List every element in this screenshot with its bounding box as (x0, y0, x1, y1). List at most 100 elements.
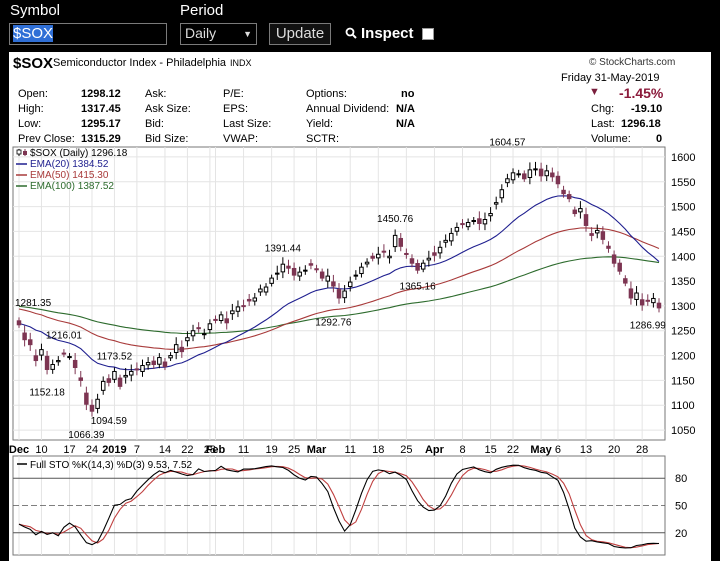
candle-body (398, 237, 403, 247)
price-annotation: 1152.18 (29, 387, 65, 398)
candle-body (454, 226, 460, 232)
legend-candle-icon (23, 151, 27, 155)
inspect-toggle-label[interactable]: Inspect (345, 25, 414, 42)
candle-body (522, 173, 527, 180)
price-tick-label: 1450 (671, 226, 695, 238)
x-tick-label: May (530, 444, 552, 456)
legend-candle-icon (16, 149, 22, 155)
candle-body (482, 219, 488, 225)
update-button[interactable]: Update (269, 23, 331, 45)
candle-body (651, 297, 656, 304)
x-tick-label: 18 (372, 444, 384, 456)
candle-body (319, 271, 325, 279)
candle-body (151, 360, 156, 366)
candle-body (16, 320, 22, 326)
x-tick-label: 25 (400, 444, 412, 456)
candle-body (370, 255, 375, 259)
symbol-input[interactable]: $SOX (9, 23, 167, 45)
candle-body (297, 271, 302, 277)
candle-body (376, 253, 381, 259)
candle-body (634, 292, 639, 300)
period-select[interactable]: Daily ▼ (180, 23, 257, 45)
price-annotation: 1292.76 (315, 318, 352, 329)
candle-body (449, 232, 454, 242)
candle-body (533, 168, 538, 171)
candle-body (325, 275, 331, 282)
candle-body (415, 263, 420, 271)
candle-body (117, 377, 123, 387)
last-value: 1296.18 (621, 118, 661, 130)
price-annotation: 1094.59 (91, 416, 128, 427)
candle-body (555, 175, 561, 185)
candle-body (611, 254, 617, 264)
eps-label: EPS: (223, 103, 249, 115)
chg-label: Chg: (591, 103, 615, 115)
last-label: Last: (591, 118, 615, 130)
price-tick-label: 1100 (671, 400, 695, 412)
symbol-input-value: $SOX (13, 25, 54, 42)
candle-body (157, 357, 162, 365)
candle-body (432, 252, 437, 256)
price-tick-label: 1500 (671, 202, 695, 214)
legend-entry: $SOX (Daily) 1296.18 (30, 148, 128, 159)
candle-body (595, 229, 600, 234)
price-annotation: 1391.44 (265, 244, 302, 255)
candle-body (224, 318, 229, 324)
candle-body (550, 172, 555, 178)
candle-body (112, 370, 117, 380)
candle-body (190, 330, 196, 337)
ask-label: Ask: (145, 88, 167, 100)
candle-body (314, 268, 319, 271)
candle-body (471, 219, 476, 222)
candle-body (404, 252, 409, 255)
ema-100-line (18, 256, 660, 335)
sto-tick-label: 80 (675, 473, 687, 485)
header-exchange: INDX (230, 58, 252, 68)
candle-body (72, 359, 78, 368)
candle-body (460, 223, 465, 226)
candle-body (123, 374, 128, 378)
candle-body (269, 277, 274, 284)
candle-body (645, 299, 651, 302)
price-tick-label: 1550 (671, 177, 695, 189)
x-tick-label: 28 (636, 444, 648, 456)
x-tick-label: 14 (159, 444, 171, 456)
x-tick-label: 6 (555, 444, 561, 456)
candle-body (246, 298, 252, 302)
candle-body (78, 377, 83, 381)
candle-body (179, 346, 185, 353)
candle-body (499, 189, 505, 199)
candle-body (538, 168, 544, 177)
candle-body (623, 278, 628, 284)
high-label: High: (18, 103, 44, 115)
x-tick-label: 28 (204, 444, 216, 456)
candle-body (33, 355, 39, 362)
candle-body (578, 208, 583, 213)
candle-body (381, 250, 387, 253)
candle-body (280, 263, 286, 273)
candle-body (67, 356, 72, 359)
inspect-checkbox[interactable] (422, 28, 434, 40)
candle-body (275, 272, 280, 275)
candle-body (27, 339, 33, 346)
candle-body (213, 318, 218, 321)
candle-body (364, 261, 370, 265)
sto-d-line (18, 465, 660, 549)
candle-body (516, 173, 521, 176)
header-name: Semiconductor Index - Philadelphia (53, 57, 227, 69)
candle-body (342, 290, 347, 299)
x-tick-label: 10 (35, 444, 47, 456)
candle-body (89, 404, 95, 412)
last-size-label: Last Size: (223, 118, 272, 130)
volume-value: 0 (656, 133, 663, 145)
x-tick-label: 20 (608, 444, 620, 456)
candle-body (465, 221, 471, 228)
x-tick-label: Apr (425, 444, 445, 456)
high-value: 1317.45 (81, 103, 121, 115)
candle-body (241, 305, 246, 308)
down-arrow-icon: ▼ (589, 86, 600, 98)
candle-body (600, 231, 606, 240)
candle-body (617, 262, 622, 272)
candle-body (258, 288, 263, 293)
price-tick-label: 1350 (671, 276, 695, 288)
